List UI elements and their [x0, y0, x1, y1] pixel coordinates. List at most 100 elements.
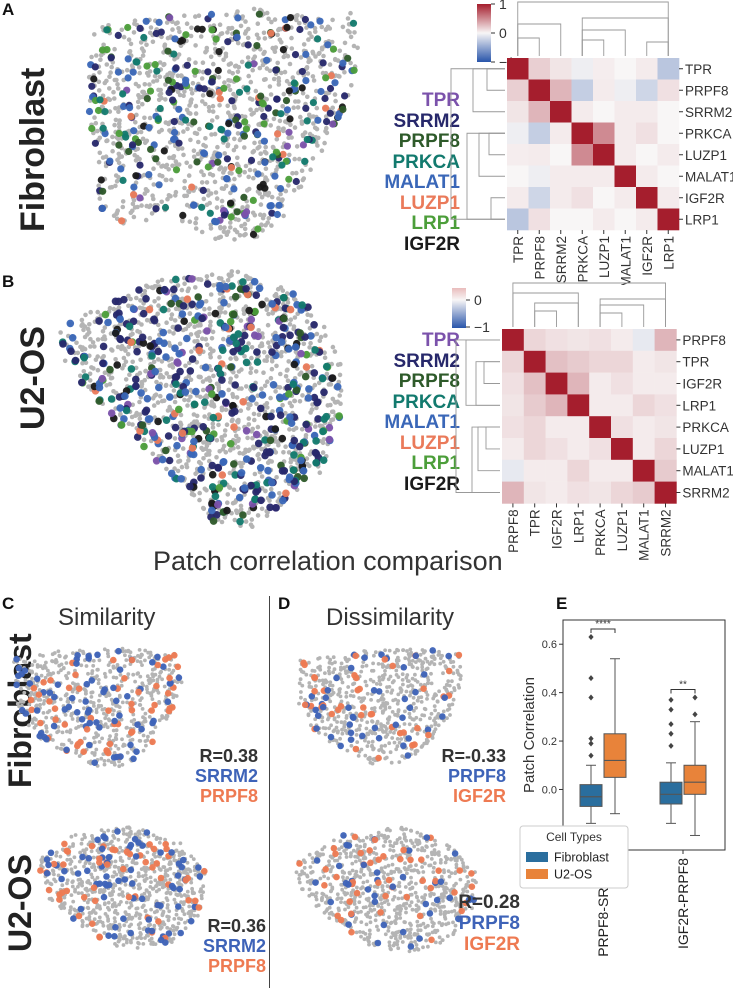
- heatmap-col-label: PRKCA: [593, 509, 608, 556]
- legend-gene-prkca: PRKCA: [392, 391, 460, 413]
- dissimilarity-u2os-gene1: PRPF8: [458, 913, 520, 934]
- u2os-spatial-scatter: [58, 269, 344, 529]
- panel-letter-b: B: [2, 272, 15, 291]
- heatmap-row-label: TPR: [682, 355, 709, 370]
- cell-type-legend: Cell Types Fibroblast U2-OS: [519, 825, 629, 889]
- scatter-colored-points: [300, 647, 463, 762]
- outlier-point: [668, 730, 674, 737]
- outlier-point: [588, 752, 594, 759]
- row-label-fibroblast-a: Fibroblast: [14, 67, 52, 232]
- similarity-fibroblast-gene1: SRRM2: [194, 766, 258, 786]
- heatmap-col-label: IGF2R: [550, 509, 565, 549]
- legend-swatch: [526, 869, 548, 879]
- heatmap-col-label: MALAT1: [637, 509, 652, 561]
- heatmap-row-label: LUZP1: [685, 148, 727, 163]
- box-fibroblast-1: [659, 696, 683, 824]
- heatmap-row-label: PRKCA: [685, 126, 732, 141]
- heatmap-row-label: IGF2R: [685, 191, 725, 206]
- heatmap-col-label: SRRM2: [659, 509, 674, 556]
- colorbar-tick: 0: [499, 25, 507, 41]
- dendrogram: [450, 1, 669, 220]
- heatmap-col-label: SRRM2: [554, 236, 569, 283]
- scatter-colored-points: [296, 832, 477, 950]
- legend-gene-malat1: MALAT1: [384, 412, 460, 433]
- dissimilarity-fibroblast-scatter: [297, 647, 463, 766]
- heatmap-col-label: PRKCA: [575, 236, 590, 283]
- similarity-u2os-gene2: PRPF8: [207, 956, 266, 976]
- x-category-label: IGF2R-PRPF8: [675, 858, 691, 949]
- heatmap-row-label: LRP1: [685, 212, 719, 227]
- legend-entry: Fibroblast: [554, 851, 609, 865]
- dendrogram: [455, 282, 666, 493]
- plot-frame: [562, 619, 726, 851]
- colorbar-tick: 0: [474, 292, 482, 308]
- heatmap-row-label: PRKCA: [682, 420, 729, 435]
- legend-gene-igf2r: IGF2R: [404, 233, 460, 255]
- significance-label: ****: [595, 619, 611, 630]
- scatter-colored-points: [85, 10, 358, 238]
- heatmap-col-label: PRPF8: [532, 236, 547, 280]
- box-u2-os-0: [603, 658, 627, 815]
- heatmap-row-label: IGF2R: [682, 377, 722, 392]
- y-tick-label: 0.4: [542, 688, 557, 700]
- heatmap-row-label: LRP1: [682, 398, 716, 413]
- legend-gene-luzp1: LUZP1: [399, 192, 460, 214]
- legend-gene-lrp1: LRP1: [411, 213, 460, 234]
- colorbar-tick: 1: [499, 0, 507, 12]
- legend-gene-srrm2: SRRM2: [393, 350, 460, 372]
- outlier-point: [668, 706, 674, 713]
- y-tick-label: 0.0: [542, 784, 557, 796]
- dissimilarity-title: Dissimilarity: [326, 604, 454, 631]
- colorbar-tick: −1: [474, 319, 490, 335]
- legend-gene-tpr: TPR: [422, 90, 460, 111]
- heatmap-row-label: LUZP1: [682, 442, 724, 457]
- heatmap-col-label: LUZP1: [597, 236, 612, 278]
- significance-label: **: [679, 679, 687, 690]
- heatmap-row-label: MALAT1: [682, 464, 733, 479]
- heatmap-col-label: LUZP1: [615, 509, 630, 551]
- similarity-u2os-scatter: [37, 825, 208, 950]
- outlier-point: [588, 740, 594, 747]
- legend-gene-luzp1: LUZP1: [399, 432, 460, 454]
- scatter-colored-points: [58, 274, 344, 526]
- heatmap-colorbar: [452, 288, 466, 328]
- heatmap-col-label: LRP1: [571, 509, 586, 543]
- similarity-u2os-r: R=0.36: [207, 916, 266, 936]
- legend-gene-prpf8: PRPF8: [398, 131, 460, 152]
- dissimilarity-u2os-r: R=0.28: [458, 892, 520, 913]
- heatmap-col-label: MALAT1: [618, 236, 633, 285]
- outlier-point: [692, 711, 698, 718]
- legend-gene-prpf8: PRPF8: [398, 371, 460, 392]
- outlier-point: [588, 633, 594, 640]
- legend-gene-lrp1: LRP1: [411, 453, 460, 474]
- y-axis-label: Patch Correlation: [521, 677, 538, 793]
- section-title: Patch correlation comparison: [153, 546, 503, 576]
- panel-letter-d: D: [278, 594, 291, 613]
- outlier-point: [668, 696, 674, 703]
- outlier-point: [588, 675, 594, 682]
- outlier-point: [668, 721, 674, 728]
- heatmap-row-label: TPR: [685, 62, 712, 77]
- similarity-fibroblast-scatter: [12, 646, 184, 769]
- outlier-point: [588, 735, 594, 742]
- heatmap-row-label: MALAT1: [685, 169, 733, 184]
- panel-divider: [269, 596, 271, 988]
- similarity-title: Similarity: [58, 604, 156, 631]
- scatter-background-points: [297, 647, 463, 766]
- legend-gene-igf2r: IGF2R: [404, 473, 460, 495]
- box-u2-os-1: [683, 694, 707, 836]
- panel-letter-a: A: [2, 0, 15, 19]
- heatmap-row-label: PRPF8: [685, 83, 729, 98]
- row-label-u2os-b: U2-OS: [14, 326, 52, 430]
- panel-letter-c: C: [2, 594, 15, 613]
- similarity-u2os-gene1: SRRM2: [202, 936, 266, 956]
- heatmap-col-label: TPR: [528, 509, 543, 536]
- legend-gene-prkca: PRKCA: [392, 151, 460, 173]
- heatmap-row-label: SRRM2: [682, 486, 729, 501]
- legend-gene-srrm2: SRRM2: [393, 110, 460, 132]
- dissimilarity-u2os-scatter: [294, 825, 478, 954]
- outlier-point: [588, 694, 594, 701]
- y-tick-label: 0.6: [542, 639, 557, 651]
- legend-swatch: [526, 852, 548, 862]
